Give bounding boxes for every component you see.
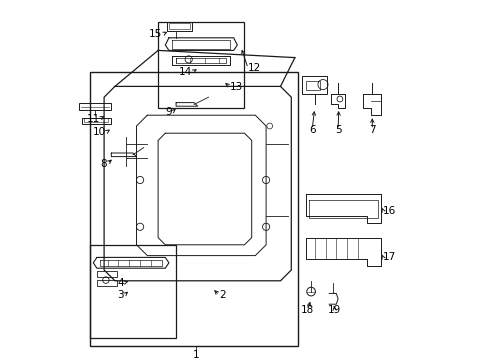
Text: 10: 10 [93,127,106,137]
Text: 1: 1 [192,350,199,360]
Text: 8: 8 [100,159,107,169]
Text: 9: 9 [165,107,171,117]
Text: 12: 12 [247,63,261,73]
Text: 11: 11 [86,114,100,124]
Text: 15: 15 [149,29,162,39]
Bar [97,271,117,277]
Bar [305,81,320,90]
Text: 13: 13 [230,82,243,92]
Text: 16: 16 [382,206,396,216]
Bar [302,76,326,94]
Text: 3: 3 [117,290,123,300]
Bar [84,118,107,122]
Bar [89,72,298,346]
Text: 18: 18 [301,305,314,315]
Text: 14: 14 [179,67,192,77]
Bar [79,103,111,110]
Bar [167,22,192,31]
Text: 19: 19 [327,305,341,315]
Text: 4: 4 [117,278,123,288]
Text: 6: 6 [308,125,315,135]
Bar [82,118,111,124]
Bar [168,23,190,29]
Bar [89,245,176,338]
Text: 17: 17 [382,252,396,262]
Bar [97,280,117,286]
Text: 2: 2 [219,290,225,300]
Text: 5: 5 [334,125,341,135]
Text: 7: 7 [368,125,375,135]
Bar [158,22,244,108]
